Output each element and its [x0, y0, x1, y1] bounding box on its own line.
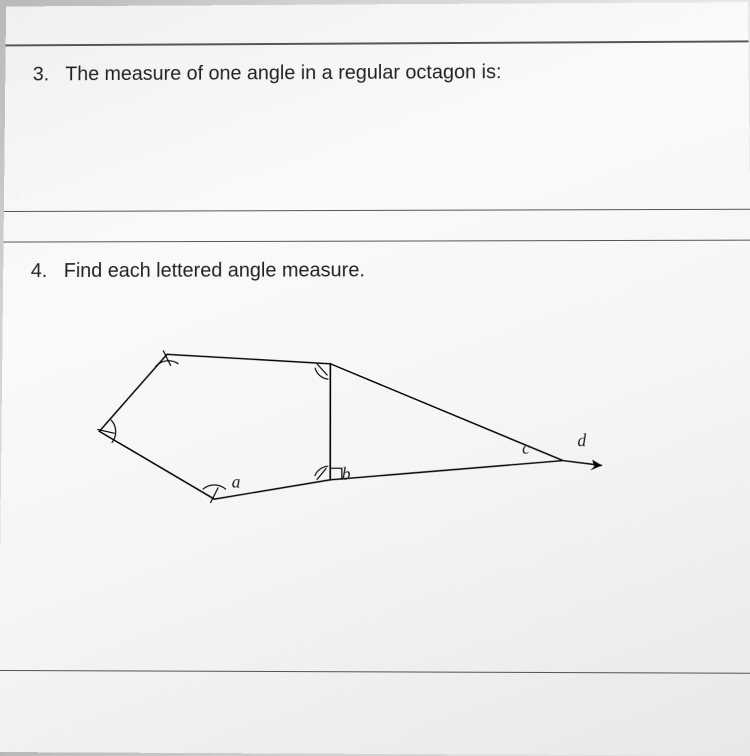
question-3-body: The measure of one angle in a regular oc… [65, 61, 501, 85]
arrow-head-icon [590, 460, 602, 471]
question-4-text: 4. Find each lettered angle measure. [31, 259, 723, 283]
question-4-body: Find each lettered angle measure. [64, 259, 365, 281]
question-4-number: 4. [31, 260, 48, 282]
question-4-row: 4. Find each lettered angle measure. [0, 240, 750, 674]
top-spacer-row [6, 2, 749, 45]
angle-tick-3 [210, 487, 218, 503]
geometry-diagram: a b c d [60, 311, 623, 573]
question-3-text: 3. The measure of one angle in a regular… [33, 60, 721, 86]
worksheet-sheet: 3. The measure of one angle in a regular… [0, 2, 750, 756]
question-3-number: 3. [33, 64, 50, 86]
angle-arc-1 [155, 361, 178, 367]
triangle-shape [330, 364, 563, 480]
label-c: c [522, 439, 530, 458]
label-b: b [342, 465, 351, 484]
right-angle-b [330, 468, 342, 480]
pentagon-shape [99, 354, 331, 499]
label-a: a [232, 472, 241, 491]
diagram-svg: a b c d [60, 311, 623, 573]
label-d: d [577, 431, 586, 450]
angle-arc-3 [203, 485, 226, 489]
question-3-row: 3. The measure of one angle in a regular… [4, 41, 750, 212]
